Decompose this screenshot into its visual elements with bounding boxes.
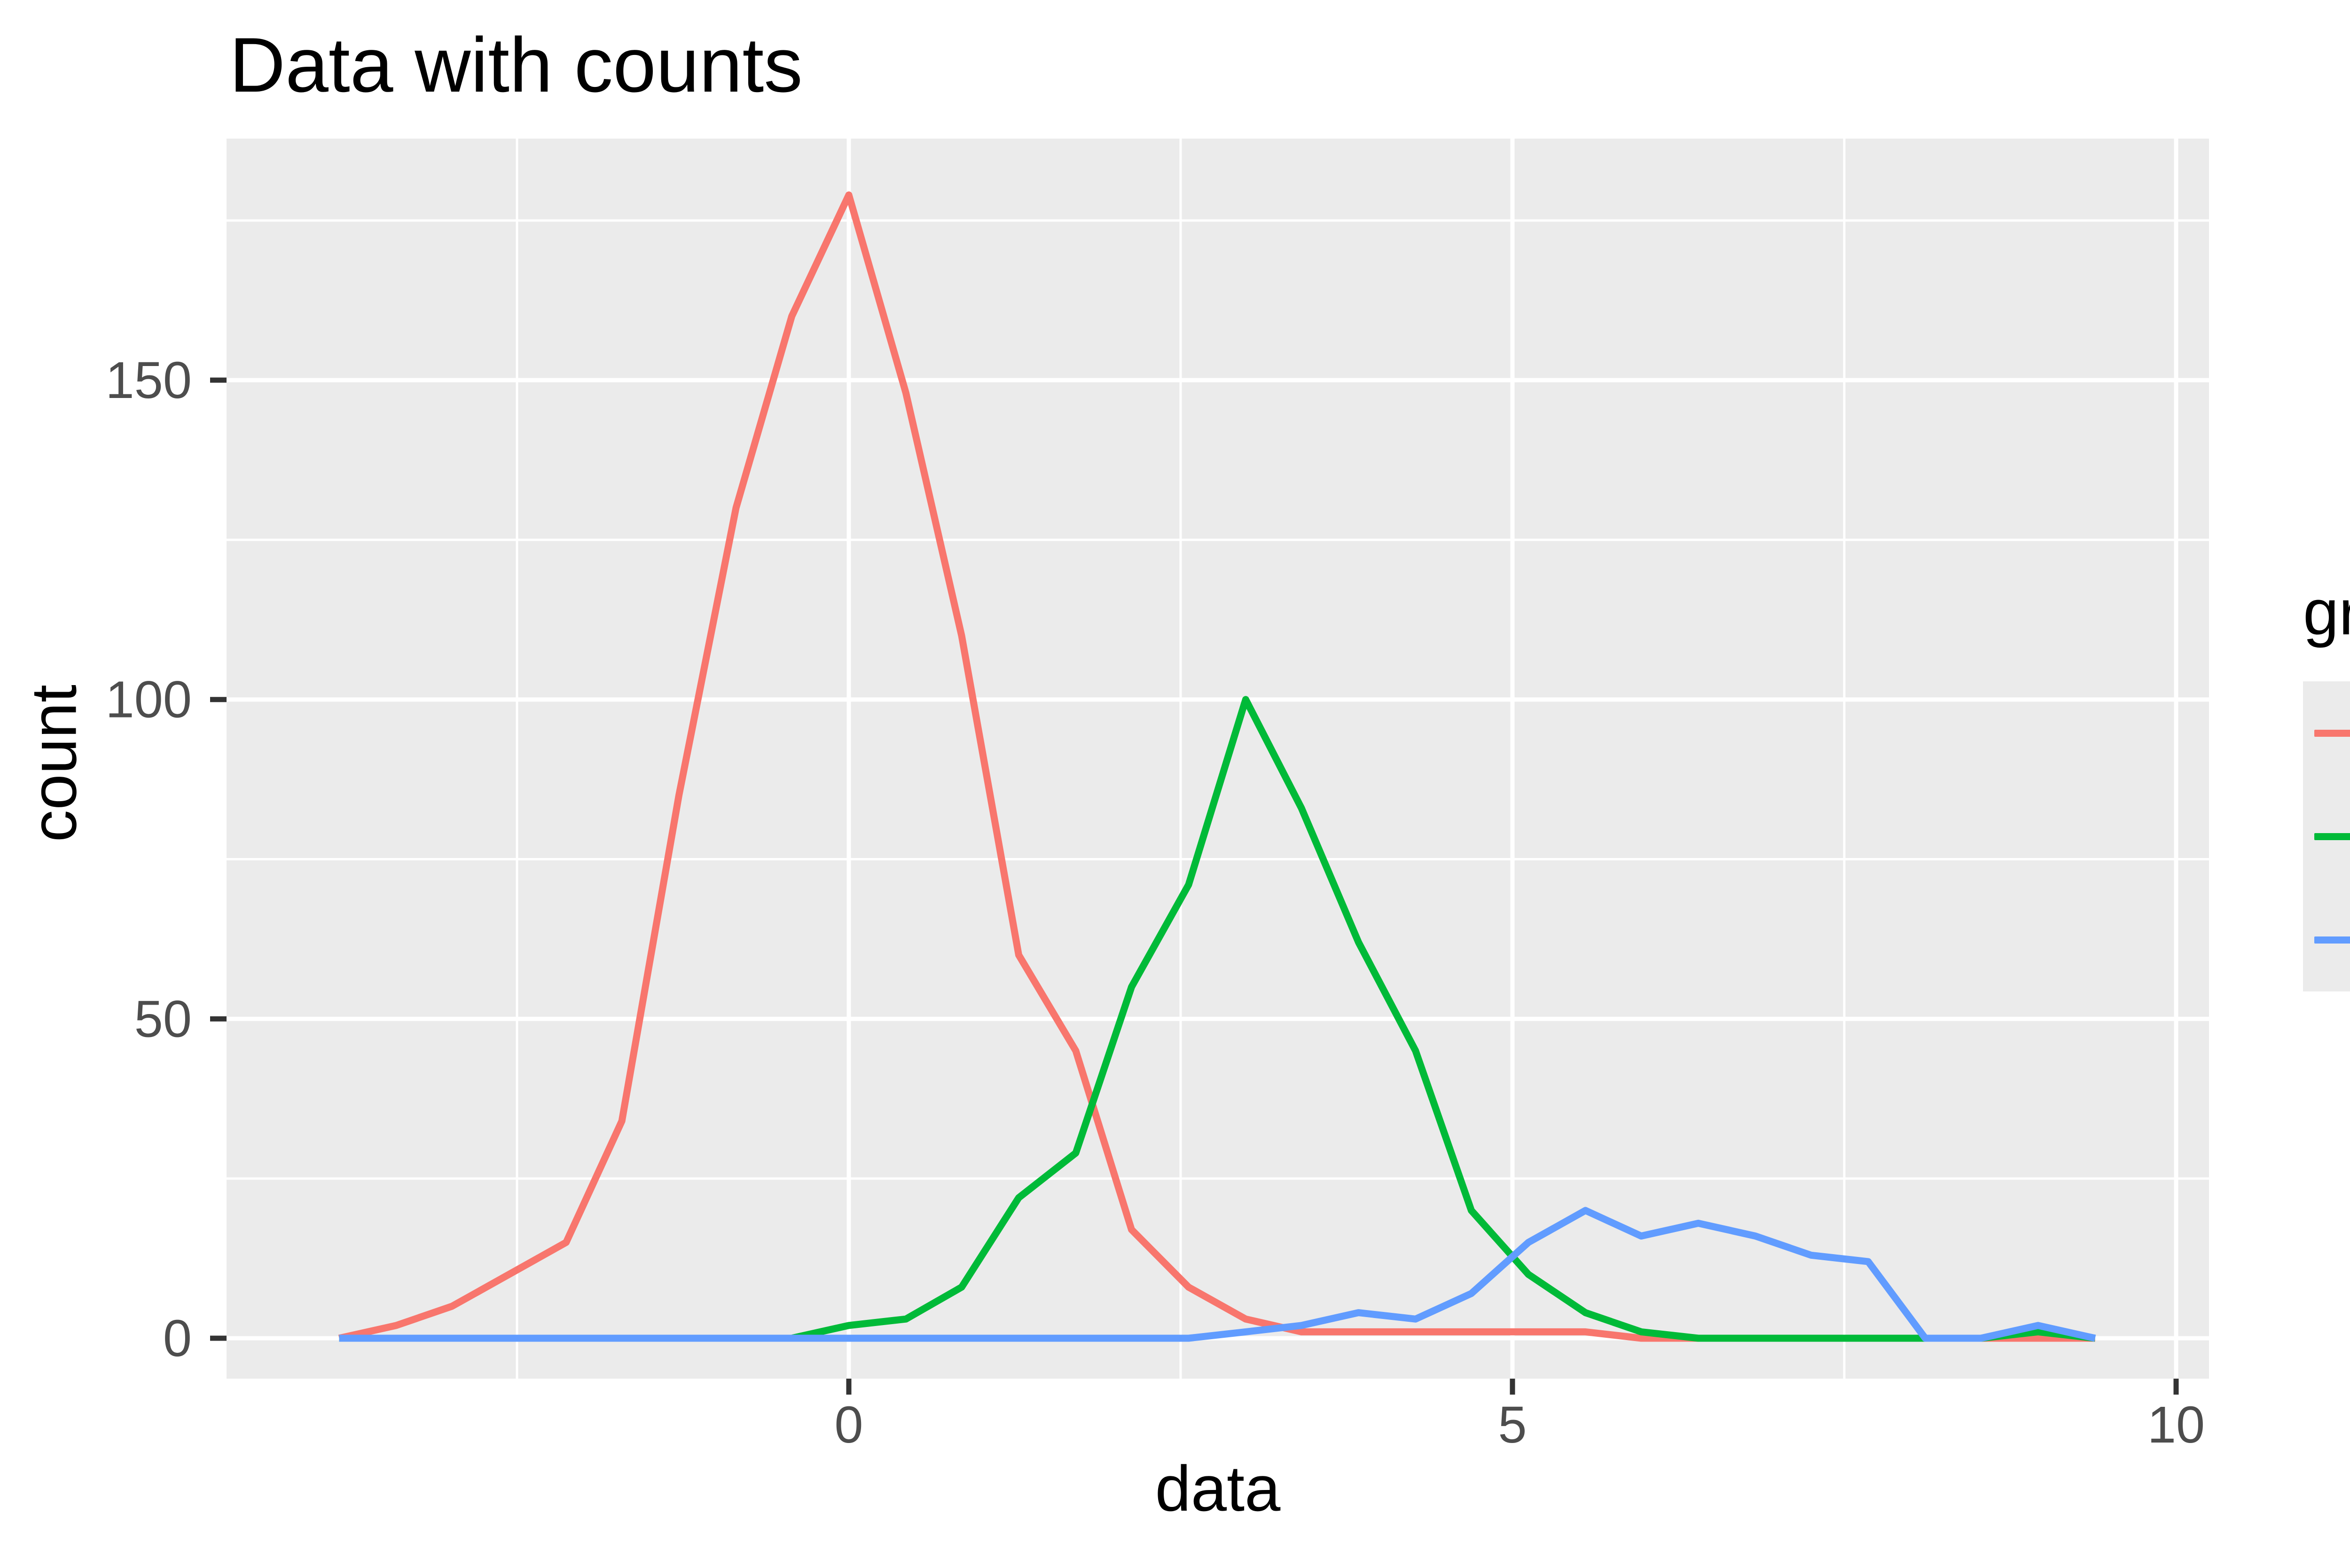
legend-entry-A: A	[2303, 681, 2350, 785]
x-tick-label-5: 5	[1498, 1396, 1527, 1454]
legend-entry-B: B	[2303, 785, 2350, 888]
chart-title: Data with counts	[229, 22, 803, 108]
series-line-C	[339, 1207, 2096, 1342]
y-tick-label-150: 150	[105, 351, 192, 409]
y-tick-label-0: 0	[163, 1310, 192, 1367]
x-axis-title: data	[1155, 1453, 1281, 1525]
legend: group ABC	[2303, 576, 2350, 991]
y-axis-title: count	[18, 684, 90, 843]
legend-title: group	[2303, 577, 2350, 648]
legend-key-line-icon	[2314, 936, 2350, 944]
x-tick-label-10: 10	[2147, 1396, 2205, 1454]
x-tick-label-0: 0	[834, 1396, 863, 1454]
y-tick-label-100: 100	[105, 671, 192, 729]
legend-entries: ABC	[2303, 681, 2350, 991]
legend-key-C	[2303, 888, 2350, 991]
panel-background	[227, 139, 2209, 1379]
y-tick-label-50: 50	[134, 990, 192, 1048]
legend-key-line-icon	[2314, 730, 2350, 737]
legend-entry-C: C	[2303, 888, 2350, 991]
legend-key-A	[2303, 681, 2350, 785]
legend-key-line-icon	[2314, 833, 2350, 840]
legend-key-B	[2303, 785, 2350, 888]
